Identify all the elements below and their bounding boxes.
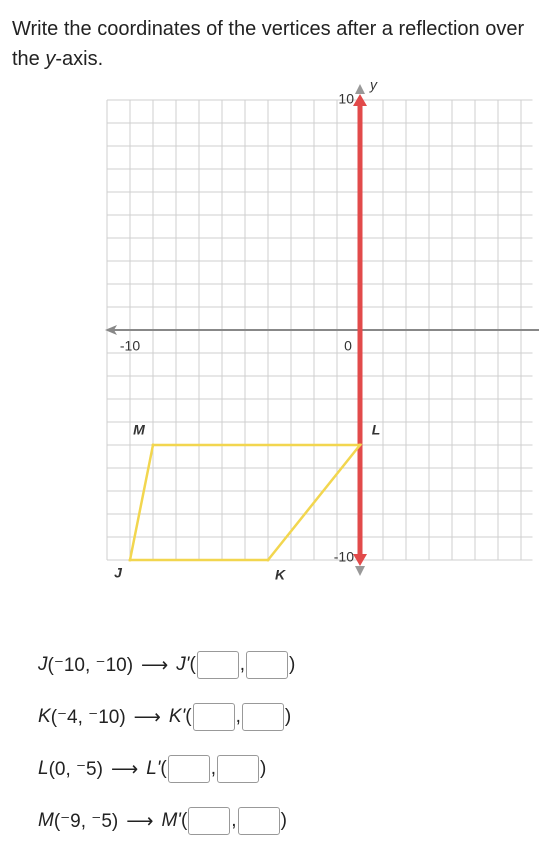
separator: , xyxy=(239,654,246,675)
y-axis-arrow xyxy=(353,94,367,106)
close-paren: ) xyxy=(289,654,296,675)
point-coords: (⁻10, ⁻10) xyxy=(47,654,134,676)
vertex-label: K xyxy=(275,567,286,583)
point-name: M xyxy=(38,810,54,831)
point-coords: (⁻4, ⁻10) xyxy=(50,706,126,728)
vertex-label: L xyxy=(372,422,381,438)
y-axis-label: y xyxy=(369,77,378,93)
x-axis-arrow xyxy=(105,325,117,335)
point-name: K xyxy=(38,706,51,727)
arrow: ⟶ xyxy=(110,758,139,780)
vertex-label: J xyxy=(114,565,123,581)
open-paren: ( xyxy=(180,810,188,831)
y-tick-label: 10 xyxy=(338,91,354,107)
answer-box[interactable] xyxy=(167,755,210,783)
image-name: L' xyxy=(146,758,161,779)
answer-box[interactable] xyxy=(188,807,231,835)
point-name: J xyxy=(38,654,48,675)
question-row: J (⁻10, ⁻10) ⟶ J'(,) xyxy=(38,650,295,680)
open-paren: ( xyxy=(160,758,167,779)
close-paren: ) xyxy=(260,758,267,779)
vertex-label: M xyxy=(133,422,145,438)
separator: , xyxy=(210,758,217,779)
arrow: ⟶ xyxy=(126,810,154,832)
question-row: K (⁻4, ⁻10) ⟶ K'(,) xyxy=(38,702,291,732)
image-name: J' xyxy=(176,654,190,675)
separator: , xyxy=(231,810,237,831)
separator: , xyxy=(235,706,241,727)
prompt-text: -axis. xyxy=(55,48,104,70)
close-paren: ) xyxy=(284,706,292,727)
answer-box[interactable] xyxy=(241,703,284,731)
vertex xyxy=(151,443,155,447)
y-tick-label: -10 xyxy=(334,549,354,565)
answer-box[interactable] xyxy=(217,755,260,783)
answer-box[interactable] xyxy=(196,651,239,679)
y-axis-arrow xyxy=(353,554,367,566)
question-row: M (⁻9, ⁻5) ⟶ M'(,) xyxy=(38,806,287,836)
answer-box[interactable] xyxy=(237,807,280,835)
arrow: ⟶ xyxy=(133,706,161,728)
arrow: ⟶ xyxy=(141,654,169,676)
x-tick-label: 0 xyxy=(344,338,352,354)
answer-box[interactable] xyxy=(192,703,235,731)
open-paren: ( xyxy=(189,654,196,675)
prompt: Write the coordinates of the vertices af… xyxy=(12,14,527,74)
vertex xyxy=(358,443,362,447)
y-axis-arrow xyxy=(355,566,365,576)
prompt-var: y xyxy=(45,48,56,70)
vertex xyxy=(266,558,270,562)
point-coords: (0, ⁻5) xyxy=(48,758,103,780)
question-row: L (0, ⁻5) ⟶ L'(,) xyxy=(38,754,266,784)
close-paren: ) xyxy=(280,810,287,831)
point-coords: (⁻9, ⁻5) xyxy=(53,810,119,832)
open-paren: ( xyxy=(185,706,192,727)
image-name: K' xyxy=(168,706,186,727)
image-name: M' xyxy=(161,810,181,831)
prompt-text: Write the coordinates of the vertices af… xyxy=(12,18,525,70)
y-axis-arrow xyxy=(355,84,365,94)
x-tick-label: -10 xyxy=(120,338,140,354)
answer-box[interactable] xyxy=(246,651,289,679)
point-name: L xyxy=(38,758,49,779)
vertex xyxy=(128,558,132,562)
graph: y -10 0 10 -10 J K L M xyxy=(105,77,539,583)
